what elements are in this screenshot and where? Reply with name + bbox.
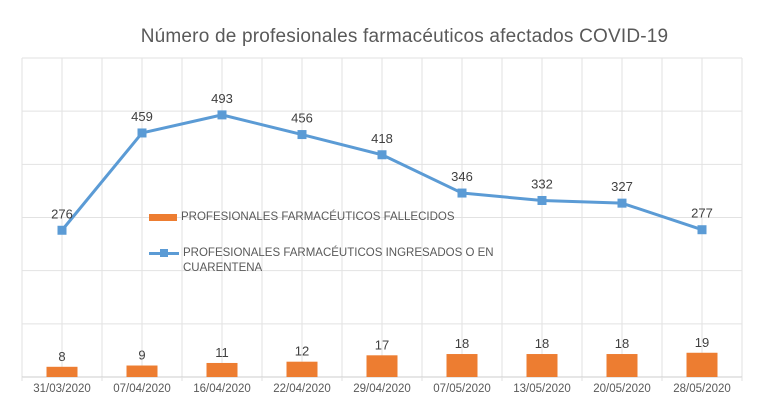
line-point-marker <box>457 188 467 198</box>
line-data-label: 459 <box>131 109 153 124</box>
line-point-marker <box>617 198 627 208</box>
bar-data-label: 11 <box>215 345 229 360</box>
line-data-label: 277 <box>691 206 713 221</box>
legend-item-ingresados: PROFESIONALES FARMACÉUTICOS INGRESADOS O… <box>149 246 494 276</box>
line-data-label: 456 <box>291 111 313 126</box>
line-series-swatch-icon <box>149 249 179 257</box>
line-data-label: 327 <box>611 179 633 194</box>
line-point-marker <box>377 150 387 160</box>
x-axis-label: 13/05/2020 <box>513 383 571 395</box>
bar <box>286 361 318 377</box>
bar-data-label: 9 <box>138 348 145 363</box>
line-marker-icon <box>160 249 168 257</box>
x-axis-label: 28/05/2020 <box>673 383 731 395</box>
legend-label-line2: CUARENTENA <box>183 262 263 274</box>
line-data-label: 418 <box>371 131 393 146</box>
legend-item-fallecidos: PROFESIONALES FARMACÉUTICOS FALLECIDOS <box>149 210 494 225</box>
bar-data-label: 18 <box>615 336 629 351</box>
bar-data-label: 18 <box>535 336 549 351</box>
x-axis-label: 07/05/2020 <box>433 383 491 395</box>
line-data-label: 332 <box>531 176 553 191</box>
legend-label-fallecidos: PROFESIONALES FARMACÉUTICOS FALLECIDOS <box>181 211 455 223</box>
x-axis-label: 16/04/2020 <box>193 383 251 395</box>
line-data-label: 493 <box>211 91 233 106</box>
bar <box>446 354 478 377</box>
x-axis-label: 29/04/2020 <box>353 383 411 395</box>
bar <box>206 362 238 377</box>
line-point-marker <box>297 130 307 140</box>
bar <box>126 365 158 377</box>
bar <box>686 352 718 377</box>
x-axis-label: 20/05/2020 <box>593 383 651 395</box>
x-axis-label: 07/04/2020 <box>113 383 171 395</box>
bar-data-label: 17 <box>375 337 389 352</box>
bar-data-label: 18 <box>455 336 469 351</box>
bar <box>366 355 398 377</box>
chart-title: Número de profesionales farmacéuticos af… <box>140 26 669 47</box>
line-point-marker <box>537 195 547 205</box>
bar <box>526 354 558 377</box>
line-point-marker <box>697 225 707 235</box>
bar-data-label: 8 <box>58 349 65 364</box>
line-point-marker <box>137 128 147 138</box>
line-data-label: 276 <box>51 206 73 221</box>
x-axis-label: 22/04/2020 <box>273 383 331 395</box>
line-point-marker <box>217 110 227 120</box>
legend-label-ingresados: PROFESIONALES FARMACÉUTICOS INGRESADOS O… <box>183 246 494 276</box>
line-data-label: 346 <box>451 169 473 184</box>
x-axis-label: 31/03/2020 <box>33 383 91 395</box>
bar <box>46 366 78 377</box>
line-point-marker <box>57 225 67 235</box>
bar <box>606 354 638 377</box>
bar-series-swatch-icon <box>149 214 177 221</box>
legend-label-line1: PROFESIONALES FARMACÉUTICOS INGRESADOS O… <box>183 247 494 259</box>
legend: PROFESIONALES FARMACÉUTICOS FALLECIDOS P… <box>149 210 494 276</box>
bar-data-label: 19 <box>695 335 709 350</box>
bar-data-label: 12 <box>295 344 309 359</box>
